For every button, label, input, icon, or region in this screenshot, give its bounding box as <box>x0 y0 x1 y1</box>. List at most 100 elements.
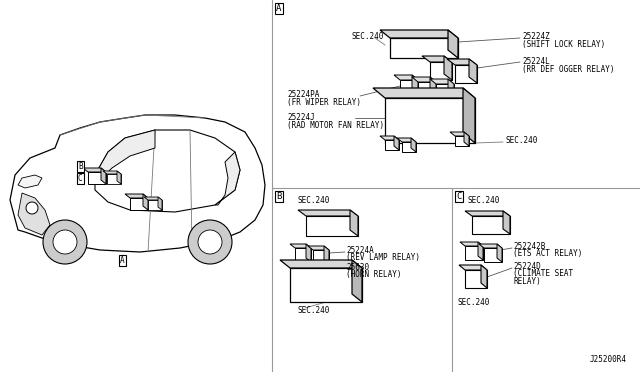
Polygon shape <box>472 216 510 234</box>
Polygon shape <box>412 77 436 82</box>
Text: SEC.240: SEC.240 <box>298 306 330 315</box>
Polygon shape <box>83 168 106 172</box>
Polygon shape <box>107 174 121 184</box>
Polygon shape <box>158 197 162 210</box>
Polygon shape <box>394 75 418 80</box>
Polygon shape <box>503 211 510 234</box>
Polygon shape <box>10 115 265 252</box>
Polygon shape <box>215 152 240 205</box>
Text: 25630: 25630 <box>346 263 369 272</box>
Polygon shape <box>465 246 483 260</box>
Text: (HORN RELAY): (HORN RELAY) <box>346 270 401 279</box>
Text: RELAY): RELAY) <box>513 277 541 286</box>
Polygon shape <box>306 216 358 236</box>
Polygon shape <box>88 172 106 184</box>
Polygon shape <box>390 38 458 58</box>
Polygon shape <box>352 260 362 302</box>
Polygon shape <box>430 79 454 84</box>
Text: 25224A: 25224A <box>346 246 374 255</box>
Polygon shape <box>385 98 475 143</box>
Polygon shape <box>18 193 50 235</box>
Polygon shape <box>448 79 454 98</box>
Polygon shape <box>103 171 121 174</box>
Polygon shape <box>455 65 477 83</box>
Polygon shape <box>459 265 487 270</box>
Text: SEC.240: SEC.240 <box>298 196 330 205</box>
Text: C: C <box>456 192 461 201</box>
Polygon shape <box>479 244 502 248</box>
Polygon shape <box>394 136 399 150</box>
Polygon shape <box>430 77 436 96</box>
Text: SEC.240: SEC.240 <box>458 298 490 307</box>
Text: SEC.240: SEC.240 <box>505 136 538 145</box>
Circle shape <box>198 230 222 254</box>
Polygon shape <box>95 130 240 212</box>
Polygon shape <box>497 244 502 262</box>
Polygon shape <box>295 248 311 262</box>
Polygon shape <box>455 136 469 146</box>
Polygon shape <box>290 268 362 302</box>
Text: (SHIFT LOCK RELAY): (SHIFT LOCK RELAY) <box>522 40 605 49</box>
Polygon shape <box>143 194 148 210</box>
Polygon shape <box>444 56 452 80</box>
Text: (FR WIPER RELAY): (FR WIPER RELAY) <box>287 98 361 107</box>
Polygon shape <box>290 244 311 248</box>
Text: (ETS ACT RELAY): (ETS ACT RELAY) <box>513 249 582 258</box>
Text: J25200R4: J25200R4 <box>590 355 627 364</box>
Polygon shape <box>385 140 399 150</box>
Polygon shape <box>463 88 475 143</box>
Polygon shape <box>469 59 477 83</box>
Polygon shape <box>412 75 418 94</box>
Polygon shape <box>418 82 436 96</box>
Circle shape <box>188 220 232 264</box>
Polygon shape <box>411 138 416 152</box>
Polygon shape <box>313 250 329 264</box>
Polygon shape <box>448 30 458 58</box>
Circle shape <box>43 220 87 264</box>
Text: C: C <box>78 174 83 183</box>
Polygon shape <box>373 88 475 98</box>
Circle shape <box>53 230 77 254</box>
Polygon shape <box>465 270 487 288</box>
Polygon shape <box>280 260 362 268</box>
Text: 25224D: 25224D <box>513 262 541 271</box>
Polygon shape <box>380 136 399 140</box>
Polygon shape <box>481 265 487 288</box>
Text: SEC.240: SEC.240 <box>352 32 385 41</box>
Polygon shape <box>460 242 483 246</box>
Polygon shape <box>144 197 162 200</box>
Polygon shape <box>478 242 483 260</box>
Text: 25224L: 25224L <box>522 57 550 66</box>
Polygon shape <box>298 210 358 216</box>
Polygon shape <box>18 175 42 188</box>
Polygon shape <box>465 211 510 216</box>
Text: SEC.240: SEC.240 <box>468 196 500 205</box>
Text: A: A <box>120 256 125 265</box>
Polygon shape <box>306 244 311 262</box>
Circle shape <box>26 202 38 214</box>
Text: 25224PA: 25224PA <box>287 90 319 99</box>
Text: N: N <box>30 205 34 211</box>
Polygon shape <box>430 62 452 80</box>
Polygon shape <box>101 168 106 184</box>
Polygon shape <box>324 246 329 264</box>
Polygon shape <box>117 171 121 184</box>
Text: (REV LAMP RELAY): (REV LAMP RELAY) <box>346 253 420 262</box>
Polygon shape <box>484 248 502 262</box>
Polygon shape <box>422 56 452 62</box>
Polygon shape <box>125 194 148 198</box>
Polygon shape <box>148 200 162 210</box>
Polygon shape <box>447 59 477 65</box>
Text: 25224J: 25224J <box>287 113 315 122</box>
Text: 252242B: 252242B <box>513 242 545 251</box>
Polygon shape <box>436 84 454 98</box>
Text: (RAD MOTOR FAN RELAY): (RAD MOTOR FAN RELAY) <box>287 121 384 130</box>
Text: B: B <box>78 162 83 171</box>
Polygon shape <box>130 198 148 210</box>
Polygon shape <box>400 80 418 94</box>
Polygon shape <box>95 130 155 180</box>
Text: 25224Z: 25224Z <box>522 32 550 41</box>
Text: B: B <box>276 192 282 201</box>
Polygon shape <box>464 132 469 146</box>
Polygon shape <box>402 142 416 152</box>
